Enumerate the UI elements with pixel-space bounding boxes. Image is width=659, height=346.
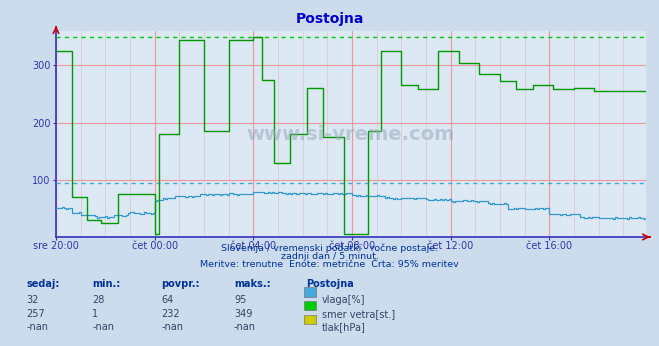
Text: min.:: min.: [92, 279, 121, 289]
Text: Meritve: trenutne  Enote: metrične  Črta: 95% meritev: Meritve: trenutne Enote: metrične Črta: … [200, 260, 459, 269]
Text: 349: 349 [234, 309, 252, 319]
Text: vlaga[%]: vlaga[%] [322, 295, 365, 305]
Text: Slovenija / vremenski podatki - ročne postaje.: Slovenija / vremenski podatki - ročne po… [221, 244, 438, 253]
Text: Postojna: Postojna [306, 279, 354, 289]
Text: 28: 28 [92, 295, 105, 305]
Text: -nan: -nan [92, 322, 114, 333]
Text: -nan: -nan [26, 322, 48, 333]
Text: tlak[hPa]: tlak[hPa] [322, 322, 366, 333]
Text: 64: 64 [161, 295, 174, 305]
Text: povpr.:: povpr.: [161, 279, 200, 289]
Text: 32: 32 [26, 295, 39, 305]
Text: sedaj:: sedaj: [26, 279, 60, 289]
Text: 257: 257 [26, 309, 45, 319]
Text: www.si-vreme.com: www.si-vreme.com [246, 125, 455, 144]
Text: -nan: -nan [234, 322, 256, 333]
Text: Postojna: Postojna [295, 12, 364, 26]
Text: 1: 1 [92, 309, 98, 319]
Text: -nan: -nan [161, 322, 183, 333]
Text: zadnji dan / 5 minut.: zadnji dan / 5 minut. [281, 252, 378, 261]
Text: maks.:: maks.: [234, 279, 271, 289]
Text: smer vetra[st.]: smer vetra[st.] [322, 309, 395, 319]
Text: 95: 95 [234, 295, 246, 305]
Text: 232: 232 [161, 309, 180, 319]
